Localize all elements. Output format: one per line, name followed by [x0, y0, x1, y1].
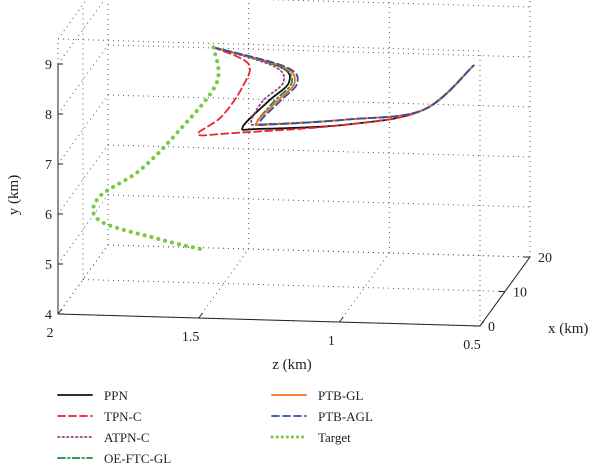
- x-axis-label: x (km): [548, 321, 588, 337]
- z-tick-mark: [57, 308, 63, 315]
- y-tick-label: 6: [45, 208, 52, 223]
- legend-label-oe-ftc-gl: OE-FTC-GL: [104, 451, 171, 466]
- series-target-line: [91, 45, 221, 252]
- ticks-layer: 4 5 6 7 8 9 2 1.5 1 0.5 0 10 20: [45, 58, 552, 353]
- z-tick-label: 1.5: [182, 330, 200, 345]
- legend-label-target: Target: [318, 430, 351, 445]
- y-tick-label: 8: [45, 108, 52, 123]
- grid-line: [107, 194, 531, 208]
- grid-line: [266, 0, 531, 8]
- legend-label-ptb-agl: PTB-AGL: [318, 409, 373, 424]
- legend: PPN TPN-C ATPN-C OE-FTC-GL PTB-GL PTB-AGL Targ…: [57, 388, 373, 466]
- y-tick-label: 7: [45, 158, 52, 173]
- axis-labels: y (km) z (km) x (km): [6, 175, 588, 373]
- grid-line: [107, 44, 531, 58]
- series-tpn-c-line: [197, 46, 475, 137]
- grid-line: [107, 244, 531, 258]
- z-tick-label: 0.5: [463, 338, 481, 353]
- legend-label-ppn: PPN: [104, 388, 128, 403]
- z-tick-mark: [479, 320, 485, 327]
- z-tick-mark: [198, 312, 204, 319]
- z-tick-label: 2: [47, 326, 54, 341]
- x-tick-label: 20: [538, 251, 552, 266]
- series-ptb-agl-line: [212, 46, 475, 126]
- y-axis-label: y (km): [6, 175, 22, 215]
- x-tick-label: 0: [488, 320, 495, 335]
- grid-line: [338, 252, 390, 323]
- series-atpn-c-line: [212, 46, 475, 126]
- grid-layer: [57, 0, 531, 327]
- x-tick-label: 10: [513, 286, 527, 301]
- y-tick-label: 5: [45, 258, 52, 273]
- legend-label-ptb-gl: PTB-GL: [318, 388, 364, 403]
- y-tick-label: 4: [45, 308, 52, 323]
- series-layer: [91, 45, 475, 252]
- legend-label-atpn-c: ATPN-C: [104, 430, 150, 445]
- grid-line: [107, 244, 531, 258]
- grid-line: [107, 94, 531, 108]
- y-tick-label: 9: [45, 58, 52, 73]
- axes-layer: [57, 64, 531, 327]
- grid-line: [57, 38, 481, 52]
- z-axis-label: z (km): [272, 357, 312, 373]
- legend-label-tpn-c: TPN-C: [104, 409, 142, 424]
- z-tick-mark: [338, 316, 344, 323]
- grid-line: [107, 144, 531, 158]
- grid-line: [82, 279, 506, 292]
- z-axis-line: [57, 313, 481, 327]
- z-tick-label: 1: [328, 334, 335, 349]
